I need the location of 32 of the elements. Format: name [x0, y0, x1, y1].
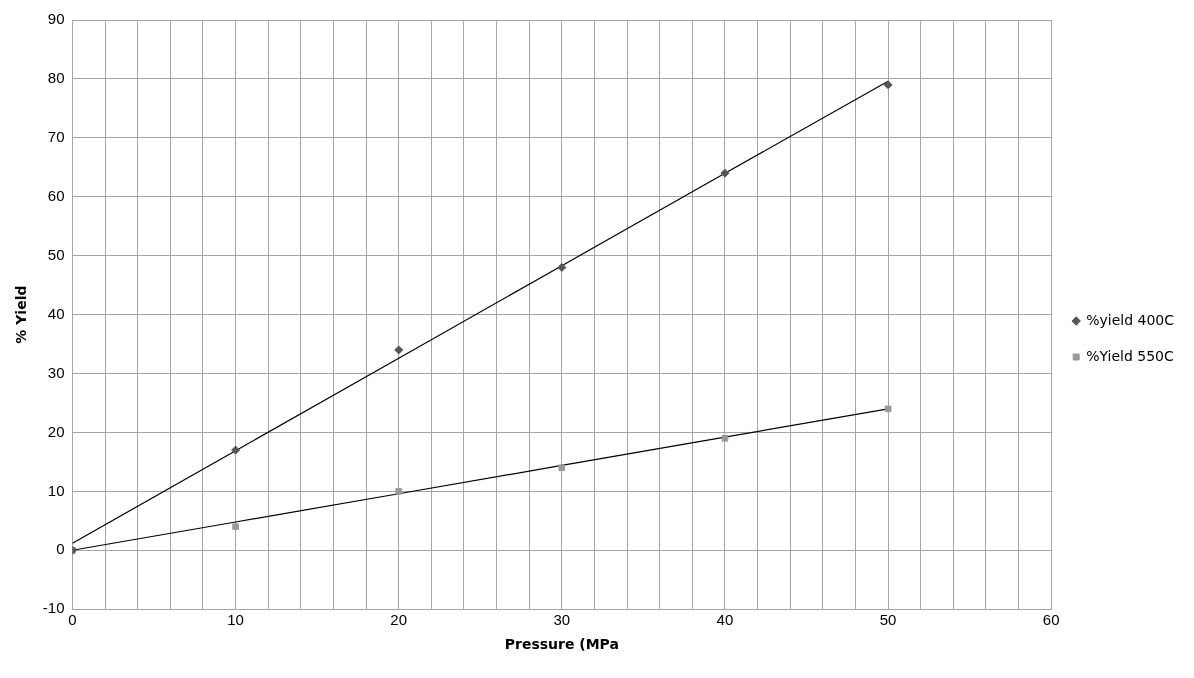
x-tick-label: 10 [227, 611, 244, 629]
point [231, 445, 241, 455]
x-tick-label: 0 [68, 611, 77, 629]
point [721, 435, 729, 442]
point [558, 464, 566, 472]
y-tick-label: 50 [47, 245, 65, 263]
point [557, 262, 567, 272]
x-tick-label: 60 [1042, 611, 1060, 629]
y-tick-label: 0 [56, 540, 65, 558]
x-tick-label: 40 [716, 611, 734, 629]
point [720, 168, 730, 178]
legend-label: %Yield 550C [1086, 347, 1174, 364]
y-tick-label: 40 [47, 304, 65, 322]
point [394, 345, 404, 355]
point [232, 523, 239, 531]
y-tick-label: 30 [47, 363, 65, 381]
y-tick-label: 70 [47, 127, 65, 145]
y-tick-label: 10 [47, 481, 65, 499]
y-axis-title: % Yield [13, 285, 30, 344]
point [395, 488, 403, 495]
x-tick-label: 50 [879, 611, 897, 629]
y-tick-label: 80 [47, 69, 65, 87]
y-tick-label: 20 [47, 422, 65, 440]
y-tick-label: -10 [42, 599, 65, 617]
point [883, 80, 893, 90]
x-tick-label: 30 [553, 611, 571, 629]
legend-label: %yield 400C [1086, 311, 1175, 328]
y-tick-label: 90 [47, 10, 65, 28]
x-axis-title: Pressure (MPa [504, 636, 619, 653]
x-tick-label: 20 [390, 611, 408, 629]
point [884, 405, 892, 413]
y-tick-label: 60 [47, 186, 65, 204]
